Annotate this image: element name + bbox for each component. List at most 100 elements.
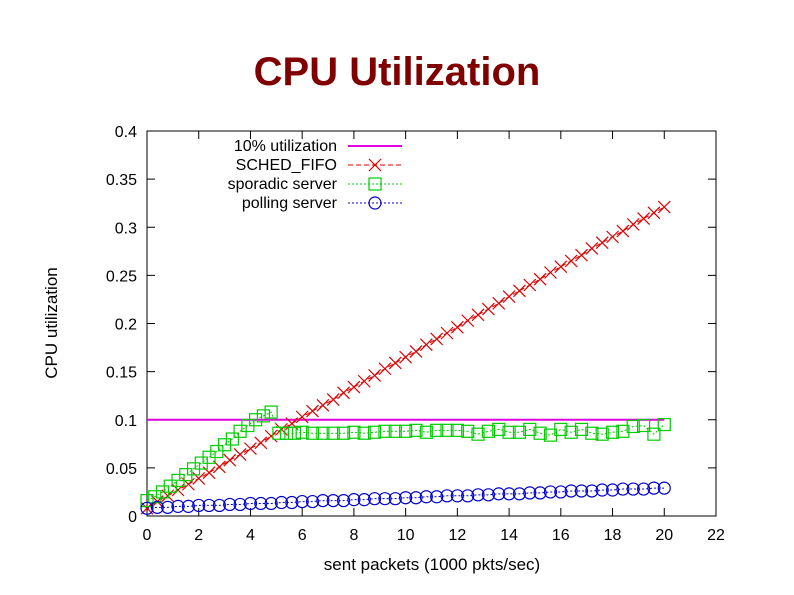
data-point xyxy=(523,278,537,292)
data-point xyxy=(502,425,516,439)
data-point xyxy=(647,481,661,495)
data-point xyxy=(481,488,495,502)
data-point xyxy=(316,398,330,412)
data-point xyxy=(471,488,485,502)
data-point xyxy=(388,424,402,438)
data-point xyxy=(399,424,413,438)
data-point xyxy=(256,409,270,423)
data-point xyxy=(419,425,433,439)
data-point xyxy=(326,393,340,406)
x-tick-label: 18 xyxy=(604,527,622,544)
data-point xyxy=(554,260,568,274)
data-point xyxy=(223,453,237,467)
data-point xyxy=(512,425,527,439)
data-point xyxy=(471,308,485,322)
data-point xyxy=(316,426,330,440)
legend: 10% utilization SCHED_FIFO sporadic server… xyxy=(228,138,402,212)
data-point xyxy=(481,424,495,438)
data-point xyxy=(264,429,278,443)
data-point xyxy=(272,426,286,440)
data-point xyxy=(285,495,299,510)
data-point xyxy=(274,495,289,510)
data-point xyxy=(626,217,640,231)
data-point xyxy=(409,491,423,505)
data-point xyxy=(316,494,330,508)
x-tick-label: 12 xyxy=(448,527,466,544)
data-point xyxy=(575,248,588,262)
data-point xyxy=(295,494,309,509)
data-point xyxy=(171,499,185,513)
legend-item: 10% utilization xyxy=(234,138,402,155)
data-point xyxy=(626,419,640,434)
data-point xyxy=(471,427,485,441)
data-point xyxy=(336,494,351,508)
data-point xyxy=(492,296,506,310)
data-point xyxy=(564,425,578,439)
data-point xyxy=(243,496,258,511)
x-tick-label: 14 xyxy=(500,527,518,544)
series-layer xyxy=(140,200,671,515)
series-polling-server xyxy=(140,481,671,515)
x-tick-label: 4 xyxy=(246,527,255,544)
data-point xyxy=(657,481,671,495)
data-point xyxy=(378,424,392,438)
data-point xyxy=(378,362,392,376)
data-point xyxy=(440,423,454,437)
data-point xyxy=(326,426,340,440)
data-point xyxy=(595,427,609,441)
legend-marker xyxy=(368,177,382,191)
series-line xyxy=(146,411,665,502)
legend-label: sporadic server xyxy=(228,176,338,193)
data-point xyxy=(202,498,216,513)
data-point xyxy=(223,497,237,512)
legend-item: SCHED_FIFO xyxy=(236,157,402,174)
data-point xyxy=(419,338,433,352)
x-tick-label: 0 xyxy=(143,527,152,544)
data-point xyxy=(605,483,620,497)
x-tick-label: 2 xyxy=(194,527,203,544)
data-point xyxy=(450,320,464,334)
data-point xyxy=(249,413,263,427)
data-point xyxy=(150,500,164,514)
data-point xyxy=(388,356,402,370)
data-point xyxy=(347,380,361,394)
data-point xyxy=(430,490,444,504)
y-tick-label: 0.1 xyxy=(115,413,137,430)
data-point xyxy=(574,484,589,498)
data-point xyxy=(450,423,464,437)
data-point xyxy=(326,494,340,508)
y-axis-title: CPU utilization xyxy=(42,267,61,379)
data-point xyxy=(347,425,361,439)
axes-layer: 0 2 4 6 8 10 12 14 16 18 20 22 0 0.05 0.1 0.15 0.2 0.25 0.… xyxy=(106,124,725,544)
data-point xyxy=(481,302,495,316)
data-point xyxy=(399,350,413,364)
legend-item: polling server xyxy=(242,195,402,212)
data-point xyxy=(554,422,568,436)
data-point xyxy=(440,326,454,340)
data-point xyxy=(409,344,423,358)
y-tick-label: 0.05 xyxy=(106,461,137,478)
data-point xyxy=(574,422,589,436)
data-point xyxy=(492,422,506,436)
data-point xyxy=(181,499,195,513)
data-point xyxy=(192,498,206,513)
legend-label: 10% utilization xyxy=(234,138,337,155)
data-point xyxy=(637,212,651,226)
data-point xyxy=(533,486,547,500)
data-point xyxy=(564,254,578,268)
data-point xyxy=(523,422,537,436)
data-point xyxy=(357,426,371,440)
y-tick-label: 0.4 xyxy=(115,124,137,141)
data-point xyxy=(233,447,247,461)
data-point xyxy=(440,489,454,503)
data-point xyxy=(544,266,557,279)
slide-title: CPU Utilization xyxy=(253,50,541,94)
y-tick-label: 0.2 xyxy=(115,317,137,334)
data-point xyxy=(233,497,247,512)
data-point xyxy=(368,492,382,506)
data-point xyxy=(140,494,154,508)
data-point xyxy=(564,484,578,498)
data-point xyxy=(337,386,350,400)
data-point xyxy=(626,482,640,496)
x-tick-label: 20 xyxy=(655,527,673,544)
